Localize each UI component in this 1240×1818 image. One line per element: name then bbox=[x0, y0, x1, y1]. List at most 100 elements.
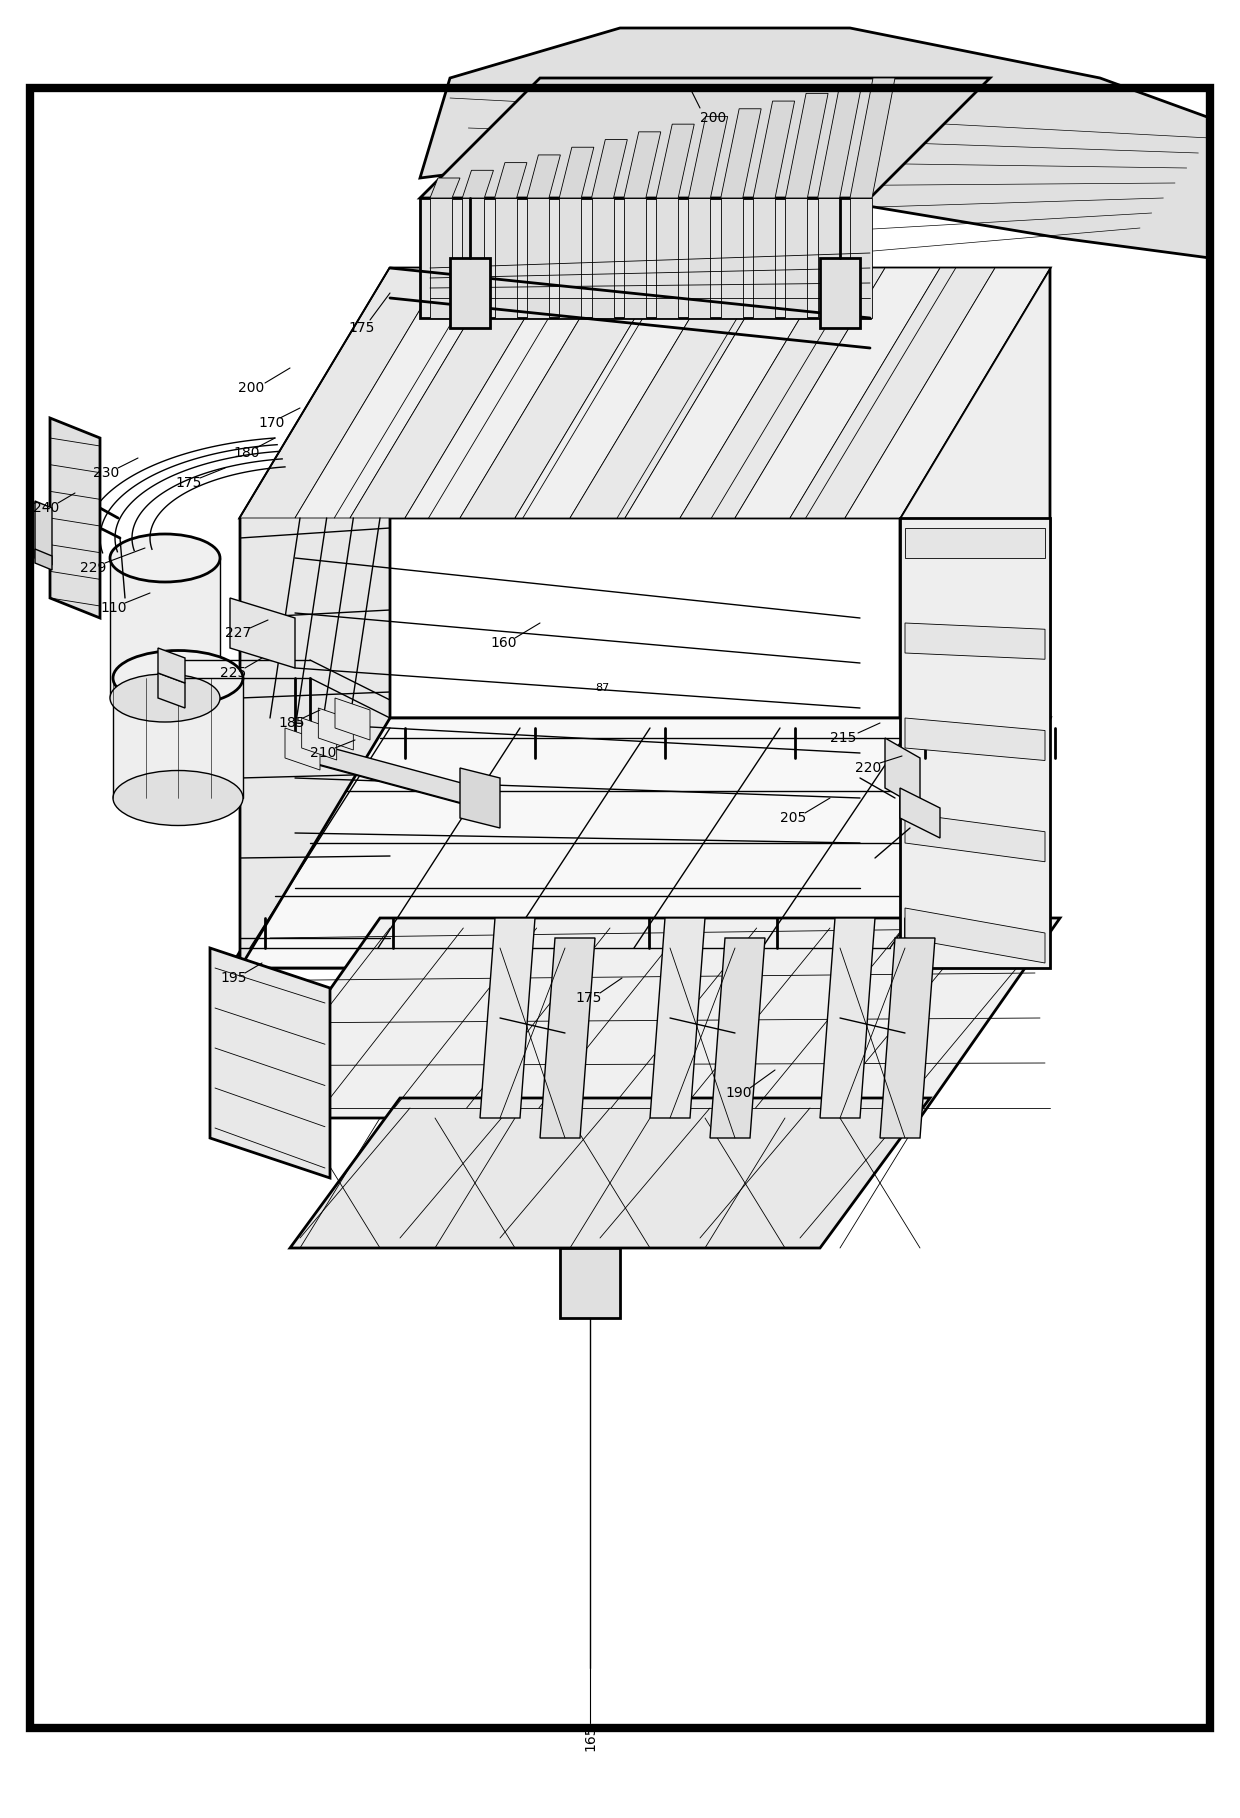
Text: 225: 225 bbox=[219, 665, 247, 680]
Polygon shape bbox=[241, 267, 391, 967]
Text: 175: 175 bbox=[175, 476, 201, 491]
Polygon shape bbox=[559, 198, 582, 318]
Polygon shape bbox=[241, 718, 1050, 967]
Text: 200: 200 bbox=[701, 111, 727, 125]
Ellipse shape bbox=[110, 534, 219, 582]
Text: 210: 210 bbox=[310, 745, 336, 760]
Polygon shape bbox=[539, 938, 595, 1138]
Polygon shape bbox=[515, 267, 720, 518]
Text: 205: 205 bbox=[780, 811, 806, 825]
Polygon shape bbox=[735, 267, 940, 518]
Polygon shape bbox=[844, 267, 1050, 518]
Polygon shape bbox=[157, 673, 185, 707]
Polygon shape bbox=[285, 727, 320, 771]
Polygon shape bbox=[229, 598, 295, 667]
Polygon shape bbox=[420, 27, 1210, 258]
Polygon shape bbox=[527, 155, 560, 198]
Polygon shape bbox=[480, 918, 534, 1118]
Text: 170: 170 bbox=[258, 416, 284, 431]
Polygon shape bbox=[905, 813, 1045, 862]
Polygon shape bbox=[790, 267, 994, 518]
Polygon shape bbox=[290, 1098, 930, 1247]
Polygon shape bbox=[905, 718, 1045, 760]
Polygon shape bbox=[430, 178, 460, 198]
Polygon shape bbox=[560, 1247, 620, 1318]
Polygon shape bbox=[113, 678, 243, 798]
Polygon shape bbox=[817, 198, 839, 318]
Polygon shape bbox=[656, 198, 678, 318]
Polygon shape bbox=[460, 267, 665, 518]
Text: 190: 190 bbox=[725, 1085, 751, 1100]
Polygon shape bbox=[157, 647, 185, 684]
Text: 87: 87 bbox=[595, 684, 609, 693]
Text: 230: 230 bbox=[93, 465, 119, 480]
Polygon shape bbox=[688, 116, 728, 198]
Polygon shape bbox=[720, 198, 743, 318]
Polygon shape bbox=[50, 418, 100, 618]
Polygon shape bbox=[420, 78, 990, 198]
Polygon shape bbox=[527, 198, 549, 318]
Polygon shape bbox=[405, 267, 610, 518]
Polygon shape bbox=[495, 162, 527, 198]
Text: 185: 185 bbox=[278, 716, 305, 731]
Polygon shape bbox=[785, 198, 807, 318]
Polygon shape bbox=[110, 558, 219, 698]
Polygon shape bbox=[241, 267, 1050, 518]
Text: 175: 175 bbox=[575, 991, 601, 1005]
Polygon shape bbox=[625, 267, 830, 518]
Polygon shape bbox=[817, 85, 862, 198]
Text: 229: 229 bbox=[81, 562, 107, 574]
Polygon shape bbox=[753, 198, 775, 318]
Polygon shape bbox=[900, 787, 940, 838]
Polygon shape bbox=[301, 718, 337, 760]
Polygon shape bbox=[720, 109, 761, 198]
Polygon shape bbox=[680, 267, 885, 518]
Polygon shape bbox=[905, 907, 1045, 964]
Text: 240: 240 bbox=[33, 502, 60, 514]
Polygon shape bbox=[559, 147, 594, 198]
Polygon shape bbox=[711, 938, 765, 1138]
Polygon shape bbox=[905, 624, 1045, 660]
Text: 200: 200 bbox=[238, 382, 264, 395]
Polygon shape bbox=[460, 767, 500, 827]
Text: 220: 220 bbox=[856, 762, 882, 774]
Polygon shape bbox=[295, 738, 480, 807]
Text: 160: 160 bbox=[490, 636, 517, 651]
Polygon shape bbox=[885, 738, 920, 807]
Polygon shape bbox=[820, 918, 875, 1118]
Ellipse shape bbox=[113, 771, 243, 825]
Polygon shape bbox=[570, 267, 775, 518]
Text: 215: 215 bbox=[830, 731, 857, 745]
Polygon shape bbox=[905, 527, 1045, 558]
Polygon shape bbox=[430, 198, 453, 318]
Polygon shape bbox=[241, 918, 1060, 1118]
Text: 175: 175 bbox=[348, 322, 374, 335]
Polygon shape bbox=[35, 502, 52, 565]
Polygon shape bbox=[900, 267, 1050, 967]
Polygon shape bbox=[463, 171, 494, 198]
Polygon shape bbox=[849, 198, 872, 318]
Polygon shape bbox=[880, 938, 935, 1138]
Polygon shape bbox=[900, 518, 1050, 967]
Polygon shape bbox=[591, 140, 627, 198]
Polygon shape bbox=[319, 707, 353, 751]
Polygon shape bbox=[688, 198, 711, 318]
Text: 110: 110 bbox=[100, 602, 126, 614]
Polygon shape bbox=[420, 198, 870, 318]
Ellipse shape bbox=[110, 674, 219, 722]
Text: 180: 180 bbox=[233, 445, 259, 460]
Ellipse shape bbox=[113, 651, 243, 705]
Polygon shape bbox=[753, 102, 795, 198]
Polygon shape bbox=[495, 198, 517, 318]
Polygon shape bbox=[849, 78, 895, 198]
Polygon shape bbox=[463, 198, 485, 318]
Polygon shape bbox=[241, 267, 445, 518]
Polygon shape bbox=[35, 549, 52, 571]
Polygon shape bbox=[656, 124, 694, 198]
Polygon shape bbox=[350, 267, 556, 518]
Polygon shape bbox=[335, 698, 370, 740]
Polygon shape bbox=[229, 718, 1050, 967]
Text: 165: 165 bbox=[583, 1725, 596, 1751]
Polygon shape bbox=[624, 133, 661, 198]
Polygon shape bbox=[785, 93, 828, 198]
